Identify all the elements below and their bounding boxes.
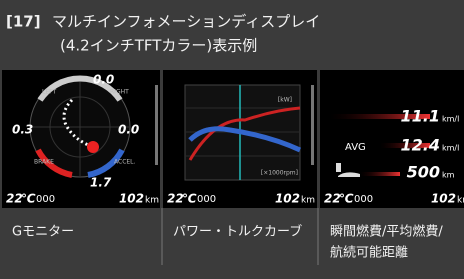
temp-unit: ℃ [21,192,36,206]
trip: 000 [36,194,55,205]
unit: km/l [442,144,459,153]
range: 102 [119,192,144,206]
unit: km [442,171,455,180]
caption: Gモニター [12,225,74,240]
title: マルチインフォメーションディスプレイ [52,13,320,31]
temp-unit: ℃ [182,192,197,206]
scrollbar [155,85,158,165]
bar [360,172,400,176]
caption: 瞬間燃費/平均燃費/ [330,224,443,240]
range-unit: km [301,196,315,206]
fuel-icon [336,163,341,172]
unit: km/l [442,115,459,124]
fuel-panel: 11.1 km/l AVG 12.4 km/l 500 km [320,70,464,208]
badge: [17] [6,13,41,31]
subtitle: (4.2インチTFTカラー)表示例 [60,37,257,55]
label: BRAKE [34,159,54,166]
g-monitor-panel: LEFT RIGHT BRAKE ACCEL. 0.0 0.3 0.0 1.7 [2,70,160,208]
g-point [87,141,99,153]
label: ACCEL. [114,159,136,166]
torque-panel: [kW] [×1000rpm] [163,70,317,208]
temp-unit: ℃ [339,192,354,206]
label: LEFT [42,89,56,96]
range: 102 [275,192,300,206]
caption: パワー・トルクカーブ [173,224,302,240]
screen: [17] マルチインフォメーションディスプレイ (4.2インチTFTカラー)表示… [0,0,464,279]
label: RIGHT [110,89,129,96]
value: 11.1 [401,107,440,126]
scrollbar [311,85,314,165]
value: 0.0 [93,73,114,87]
trip: 000 [354,194,373,205]
panel-bg [320,70,464,208]
label: AVG [345,142,366,153]
range: 102 [431,192,456,206]
value: 500 [407,163,440,182]
value: 0.0 [118,123,139,137]
value: 0.3 [12,123,33,137]
axis-unit: [×1000rpm] [261,170,298,177]
caption: 航続可能距離 [330,245,408,261]
range-unit: km [145,196,159,206]
axis-unit: [kW] [278,97,292,104]
value: 1.7 [90,176,112,190]
range-unit: km [457,196,464,206]
trip: 000 [197,194,216,205]
value: 12.4 [401,136,440,155]
